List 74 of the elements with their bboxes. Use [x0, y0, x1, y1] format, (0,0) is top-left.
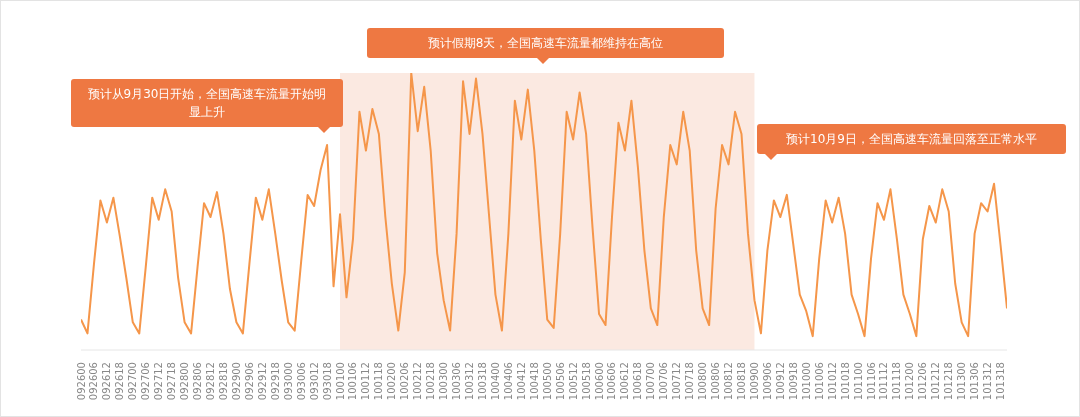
x-tick-label: 100706: [658, 362, 670, 401]
x-tick-label: 100712: [671, 362, 683, 401]
x-tick-label: 092612: [101, 362, 113, 401]
x-tick-label: 101212: [930, 362, 942, 401]
x-tick-label: 101306: [969, 362, 981, 401]
x-tick-label: 100518: [580, 362, 592, 401]
x-tick-label: 100900: [748, 362, 760, 401]
x-tick-label: 101300: [956, 362, 968, 401]
x-tick-label: 092806: [192, 362, 204, 401]
x-tick-label: 092918: [269, 362, 281, 401]
x-tick-label: 100418: [528, 362, 540, 401]
x-tick-label: 092600: [75, 362, 87, 401]
x-tick-label: 092706: [140, 362, 152, 401]
x-tick-label: 100918: [787, 362, 799, 401]
x-tick-label: 101000: [800, 362, 812, 401]
x-tick-label: 092812: [205, 362, 217, 401]
x-tick-label: 100218: [425, 362, 437, 401]
x-tick-label: 092912: [256, 362, 268, 401]
x-tick-label: 092800: [179, 362, 191, 401]
annotation: 预计从9月30日开始，全国高速车流量开始明显上升: [87, 87, 327, 119]
x-tick-label: 093000: [282, 362, 294, 401]
x-tick-label: 100118: [373, 362, 385, 401]
x-tick-label: 100318: [476, 362, 488, 401]
x-tick-label: 100506: [554, 362, 566, 401]
x-tick-label: 101006: [813, 362, 825, 401]
x-tick-label: 101118: [891, 362, 903, 401]
x-tick-label: 101218: [943, 362, 955, 401]
x-tick-label: 092712: [153, 362, 165, 401]
x-tick-label: 092700: [127, 362, 139, 401]
x-tick-label: 100206: [399, 362, 411, 401]
x-tick-label: 100406: [502, 362, 514, 401]
x-tick-label: 093006: [295, 362, 307, 401]
x-tick-label: 092606: [88, 362, 100, 401]
x-tick-label: 101018: [839, 362, 851, 401]
x-tick-label: 100612: [619, 362, 631, 401]
x-tick-label: 101312: [982, 362, 994, 401]
x-tick-label: 101100: [852, 362, 864, 401]
annotation: 预计10月9日，全国高速车流量回落至正常水平: [786, 132, 1037, 146]
x-tick-label: 092900: [230, 362, 242, 401]
x-tick-label: 101012: [826, 362, 838, 401]
x-tick-label: 101318: [995, 362, 1007, 401]
x-tick-label: 093018: [321, 362, 333, 401]
x-tick-label: 100818: [736, 362, 747, 401]
x-tick-label: 100412: [515, 362, 527, 401]
x-tick-label: 100112: [360, 362, 372, 401]
x-tick-label: 092618: [114, 362, 126, 401]
x-tick-label: 101106: [865, 362, 877, 401]
x-tick-label: 100106: [347, 362, 359, 401]
x-tick-label: 100212: [412, 362, 424, 401]
x-tick-label: 101206: [917, 362, 929, 401]
x-tick-label: 100512: [567, 362, 579, 401]
x-tick-label: 100812: [723, 362, 735, 401]
x-tick-label: 100100: [334, 362, 346, 401]
x-tick-label: 092818: [217, 362, 229, 401]
x-tick-label: 100300: [438, 362, 450, 401]
x-tick-label: 100306: [451, 362, 463, 401]
x-tick-label: 100800: [697, 362, 709, 401]
x-tick-label: 100400: [489, 362, 501, 401]
x-tick-label: 100500: [541, 362, 553, 401]
x-tick-label: 100912: [774, 362, 786, 401]
x-tick-label: 100312: [464, 362, 476, 401]
x-tick-label: 101200: [904, 362, 916, 401]
x-tick-label: 092906: [243, 362, 255, 401]
x-tick-label: 100700: [645, 362, 657, 401]
x-tick-label: 100906: [761, 362, 773, 401]
x-tick-label: 100606: [606, 362, 618, 401]
x-tick-label: 092718: [166, 362, 178, 401]
x-tick-label: 101112: [878, 362, 890, 401]
x-tick-label: 100718: [684, 362, 696, 401]
x-tick-label: 093012: [308, 362, 320, 401]
x-tick-label: 100200: [386, 362, 398, 401]
x-tick-label: 100806: [710, 362, 722, 401]
x-tick-label: 100618: [632, 362, 644, 401]
x-tick-label: 100600: [593, 362, 605, 401]
